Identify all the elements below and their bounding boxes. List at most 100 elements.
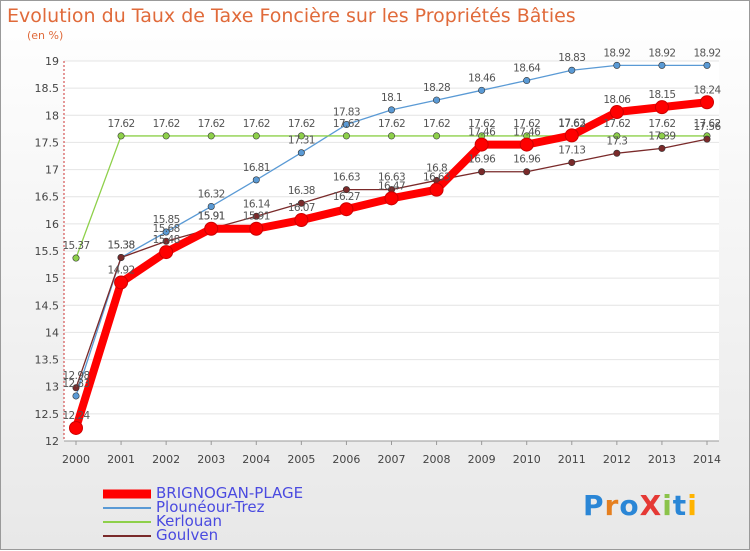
data-point <box>523 77 531 85</box>
data-label: 18.28 <box>423 82 450 94</box>
data-point <box>159 245 174 260</box>
data-label: 16.38 <box>288 185 315 197</box>
data-point <box>297 132 305 140</box>
y-tick-label: 16.5 <box>35 191 60 204</box>
data-point <box>342 132 350 140</box>
y-tick-label: 16 <box>45 218 59 231</box>
chart-title: Evolution du Taux de Taxe Foncière sur l… <box>7 5 576 27</box>
data-point <box>162 228 170 236</box>
data-label: 16.27 <box>333 191 360 203</box>
data-label: 12.24 <box>62 410 90 422</box>
legend-label: BRIGNOGAN-PLAGE <box>156 484 304 502</box>
data-point <box>613 149 621 157</box>
y-tick-label: 15 <box>45 272 59 285</box>
data-label: 15.91 <box>198 211 225 223</box>
data-label: 15.85 <box>153 214 180 226</box>
data-point <box>613 132 621 140</box>
data-point <box>703 61 711 69</box>
data-label: 17.62 <box>243 118 270 130</box>
data-label: 16.32 <box>198 188 225 200</box>
data-label: 17.39 <box>648 130 675 142</box>
data-label: 17.31 <box>288 135 315 147</box>
data-point <box>294 213 309 228</box>
legend-label: Goulven <box>156 526 219 544</box>
data-label: 18.15 <box>648 89 675 101</box>
data-label: 17.62 <box>693 118 720 130</box>
data-label: 17.62 <box>648 118 675 130</box>
data-point <box>387 106 395 114</box>
data-label: 16.63 <box>378 172 405 184</box>
data-point <box>474 137 489 152</box>
data-point <box>700 95 714 110</box>
data-label: 17.56 <box>693 121 721 133</box>
x-tick-label: 2006 <box>332 453 360 466</box>
data-label: 18.24 <box>693 84 721 96</box>
data-label: 16.8 <box>426 162 447 174</box>
chart-unit-label: (en %) <box>27 29 64 42</box>
data-label: 17.62 <box>153 118 180 130</box>
data-label: 17.62 <box>513 118 540 130</box>
data-label: 17.62 <box>288 118 315 130</box>
x-tick-label: 2004 <box>242 453 270 466</box>
y-tick-label: 13.5 <box>35 354 60 367</box>
data-point <box>342 121 350 129</box>
data-label: 16.14 <box>243 198 271 210</box>
data-point <box>252 212 260 220</box>
data-label: 17.62 <box>558 118 585 130</box>
data-point <box>429 182 444 197</box>
data-point <box>568 66 576 74</box>
data-label: 15.38 <box>108 240 135 252</box>
data-label: 15.91 <box>243 211 270 223</box>
data-label: 17.62 <box>603 118 630 130</box>
y-tick-label: 15.5 <box>35 245 60 258</box>
data-point <box>613 61 621 69</box>
data-point <box>207 132 215 140</box>
x-tick-label: 2012 <box>603 453 631 466</box>
data-point <box>658 132 666 140</box>
data-point <box>384 191 399 206</box>
legend-label: Plounéour-Trez <box>156 498 265 516</box>
data-point <box>117 132 125 140</box>
data-label: 17.46 <box>513 127 541 139</box>
data-label: 17.13 <box>558 145 585 157</box>
data-label: 15.91 <box>198 211 225 223</box>
data-label: 18.92 <box>693 47 720 59</box>
data-label: 17.83 <box>333 107 360 119</box>
data-label: 15.37 <box>62 240 89 252</box>
data-label: 18.92 <box>603 47 630 59</box>
y-tick-label: 12 <box>45 435 59 448</box>
y-tick-label: 17 <box>45 164 59 177</box>
data-point <box>252 176 260 184</box>
data-point <box>433 96 441 104</box>
data-point <box>72 392 80 400</box>
data-point <box>339 202 354 217</box>
data-label: 12.98 <box>62 370 89 382</box>
data-label: 17.62 <box>423 118 450 130</box>
data-point <box>207 202 215 210</box>
data-point <box>658 144 666 152</box>
data-point <box>654 100 669 115</box>
x-tick-label: 2010 <box>513 453 541 466</box>
y-tick-label: 18.5 <box>35 82 60 95</box>
data-point <box>162 132 170 140</box>
data-label: 17.3 <box>606 135 627 147</box>
data-label: 16.07 <box>288 202 315 214</box>
data-label: 17.62 <box>108 118 135 130</box>
data-label: 17.62 <box>333 118 360 130</box>
data-point <box>297 199 305 207</box>
x-tick-label: 2007 <box>378 453 406 466</box>
x-tick-label: 2008 <box>423 453 451 466</box>
data-label: 16.96 <box>468 154 496 166</box>
y-tick-label: 14.5 <box>35 299 60 312</box>
data-label: 17.62 <box>198 118 225 130</box>
data-point <box>72 254 80 262</box>
data-point <box>252 132 260 140</box>
data-label: 17.46 <box>468 127 496 139</box>
data-point <box>703 135 711 143</box>
data-label: 16.63 <box>333 172 360 184</box>
data-point <box>658 61 666 69</box>
data-point <box>523 168 531 176</box>
data-label: 15.38 <box>108 240 135 252</box>
